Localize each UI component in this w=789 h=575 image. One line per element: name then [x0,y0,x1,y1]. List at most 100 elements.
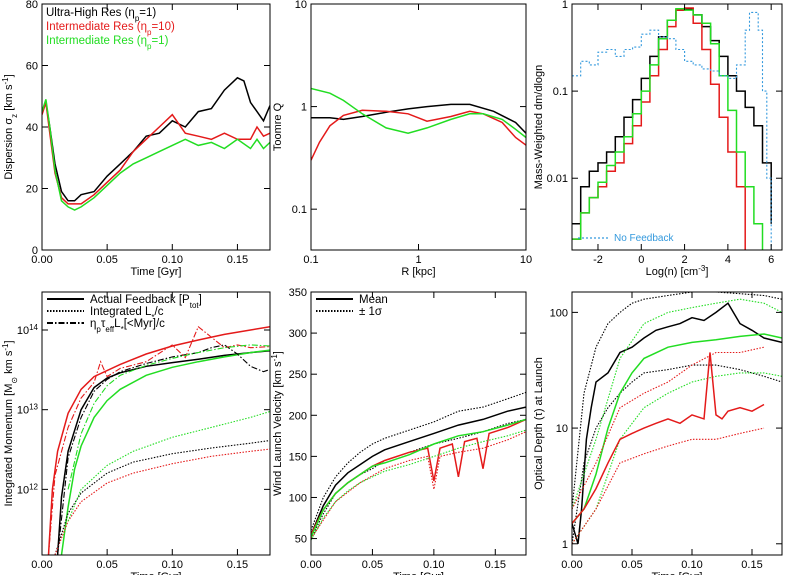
x-tick-label: 0.15 [227,559,248,571]
plot-frame [310,3,527,251]
x-tick-label: 0.15 [485,559,506,571]
series-line [54,439,270,555]
panel-p2: 0.1 1 10 0.1 1 10 R [kpc] Toomre Q [272,0,532,278]
y-axis-label: Toomre Q [272,102,284,151]
y-tick-label: 1 [301,102,307,114]
y-axis-label: Dispersion σz [km s-1] [1,74,19,179]
y-tick-label: 150 [289,451,307,463]
series-line [572,8,772,225]
series-line [572,352,765,524]
series-line [311,103,526,134]
x-tick-label: 0.10 [162,559,183,571]
series-line [311,429,526,541]
y-tick-label: 1014 [17,323,39,338]
panel-p6: 0.00 0.05 0.10 0.15 1 10 100 Time [Gyr] Optical … [533,291,783,575]
x-tick-label: 0.1 [303,254,318,266]
y-tick-label: 80 [26,0,38,11]
plot-frame [310,291,527,556]
y-tick-label: 50 [295,534,307,546]
x-tick-label: 0.15 [227,254,248,266]
panel-p3: -2 0 2 4 6 0.01 0.1 1 Log(n) [cm-3] Mass-Weighted… [533,0,783,279]
series-line [572,364,782,544]
y-tick-label: 60 [26,61,38,73]
y-tick-label: 1012 [17,482,39,497]
x-axis-label: Time [Gyr] [652,571,703,575]
series-line [572,427,765,545]
x-tick-label: 0.10 [423,559,444,571]
y-tick-label: 0.1 [553,86,568,98]
series-line [67,344,270,490]
x-tick-label: 0.05 [96,559,117,571]
panel-p5: 0.00 0.05 0.10 0.15 50 100 150 200 250 300 350 Time… [270,287,527,575]
series-line [56,349,270,555]
x-axis-label: Time [Gyr] [393,571,444,575]
legend-entry: Intermediate Res (ηp=10) [46,21,175,37]
series-line [311,391,526,531]
series-line [311,431,526,539]
plot-frame [571,291,783,556]
series-line [572,11,772,250]
y-tick-label: 100 [289,492,307,504]
x-tick-label: 10 [520,254,532,266]
legend-entry: ± 1σ [359,306,382,318]
x-axis-label: Time [Gyr] [131,266,182,278]
panel-p4: 0.00 0.05 0.10 0.15 1012 1013 1014 Time [Gyr] In… [1,291,271,575]
series-line [42,76,270,202]
y-tick-label: 10 [556,423,568,435]
series-line [572,372,782,545]
series-line [572,333,782,524]
series-line [572,292,782,510]
series-line [572,298,782,510]
y-axis-label: Wind Launch Velocity [km s-1] [270,351,285,496]
plot-frame [41,291,271,556]
y-tick-label: 1 [562,0,568,11]
x-tick-label: 0.10 [681,559,702,571]
y-tick-label: 1013 [17,402,39,417]
legend-entry: ηpτeffL*[<Myr]/c [90,318,165,334]
x-axis-label: Time [Gyr] [131,571,182,575]
legend-entry: Ultra-High Res (ηp=1) [46,7,156,23]
series-line [42,99,270,211]
series-line [572,302,782,545]
x-tick-label: 0.00 [31,559,52,571]
series-line [572,8,764,250]
x-tick-label: 1 [415,254,421,266]
x-tick-label: 6 [768,254,774,266]
x-tick-label: 0.05 [362,559,383,571]
x-tick-label: 0.05 [621,559,642,571]
legend-entry: Intermediate Res (ηp=1) [46,35,169,51]
x-tick-label: 0 [638,254,644,266]
series-line [47,325,270,555]
series-line [54,448,270,555]
y-axis-label: Mass-Weighted dm/dlogn [533,65,545,190]
x-tick-label: 2 [682,254,688,266]
x-axis-label: Log(n) [cm-3] [646,264,709,279]
x-tick-label: 0.15 [741,559,762,571]
x-tick-label: 4 [725,254,731,266]
x-tick-label: 0.10 [162,254,183,266]
series-line [67,410,270,522]
series-line [47,325,270,555]
series-line [311,418,526,539]
y-tick-label: 0 [32,245,38,257]
y-tick-label: 350 [289,287,307,299]
series-line [60,349,270,555]
y-tick-label: 250 [289,369,307,381]
y-tick-label: 1 [562,539,568,551]
y-axis-label: Optical Depth (τ) at Launch [533,357,545,490]
plot-frame [571,3,783,251]
x-tick-label: 0.05 [96,254,117,266]
y-tick-label: 10 [295,0,307,11]
y-tick-label: 100 [550,307,568,319]
y-tick-label: 0.01 [547,173,568,185]
x-tick-label: 0.00 [561,559,582,571]
series-line [311,109,526,161]
y-tick-label: 40 [26,122,38,134]
annotation-no-feedback: No Feedback [614,233,674,244]
y-tick-label: 0.1 [292,204,307,216]
legend-entry: Mean [359,294,388,306]
x-tick-label: 0.00 [31,254,52,266]
x-axis-label: R [kpc] [401,266,435,278]
legend-entry: Actual Feedback [Ptot] [90,294,202,310]
